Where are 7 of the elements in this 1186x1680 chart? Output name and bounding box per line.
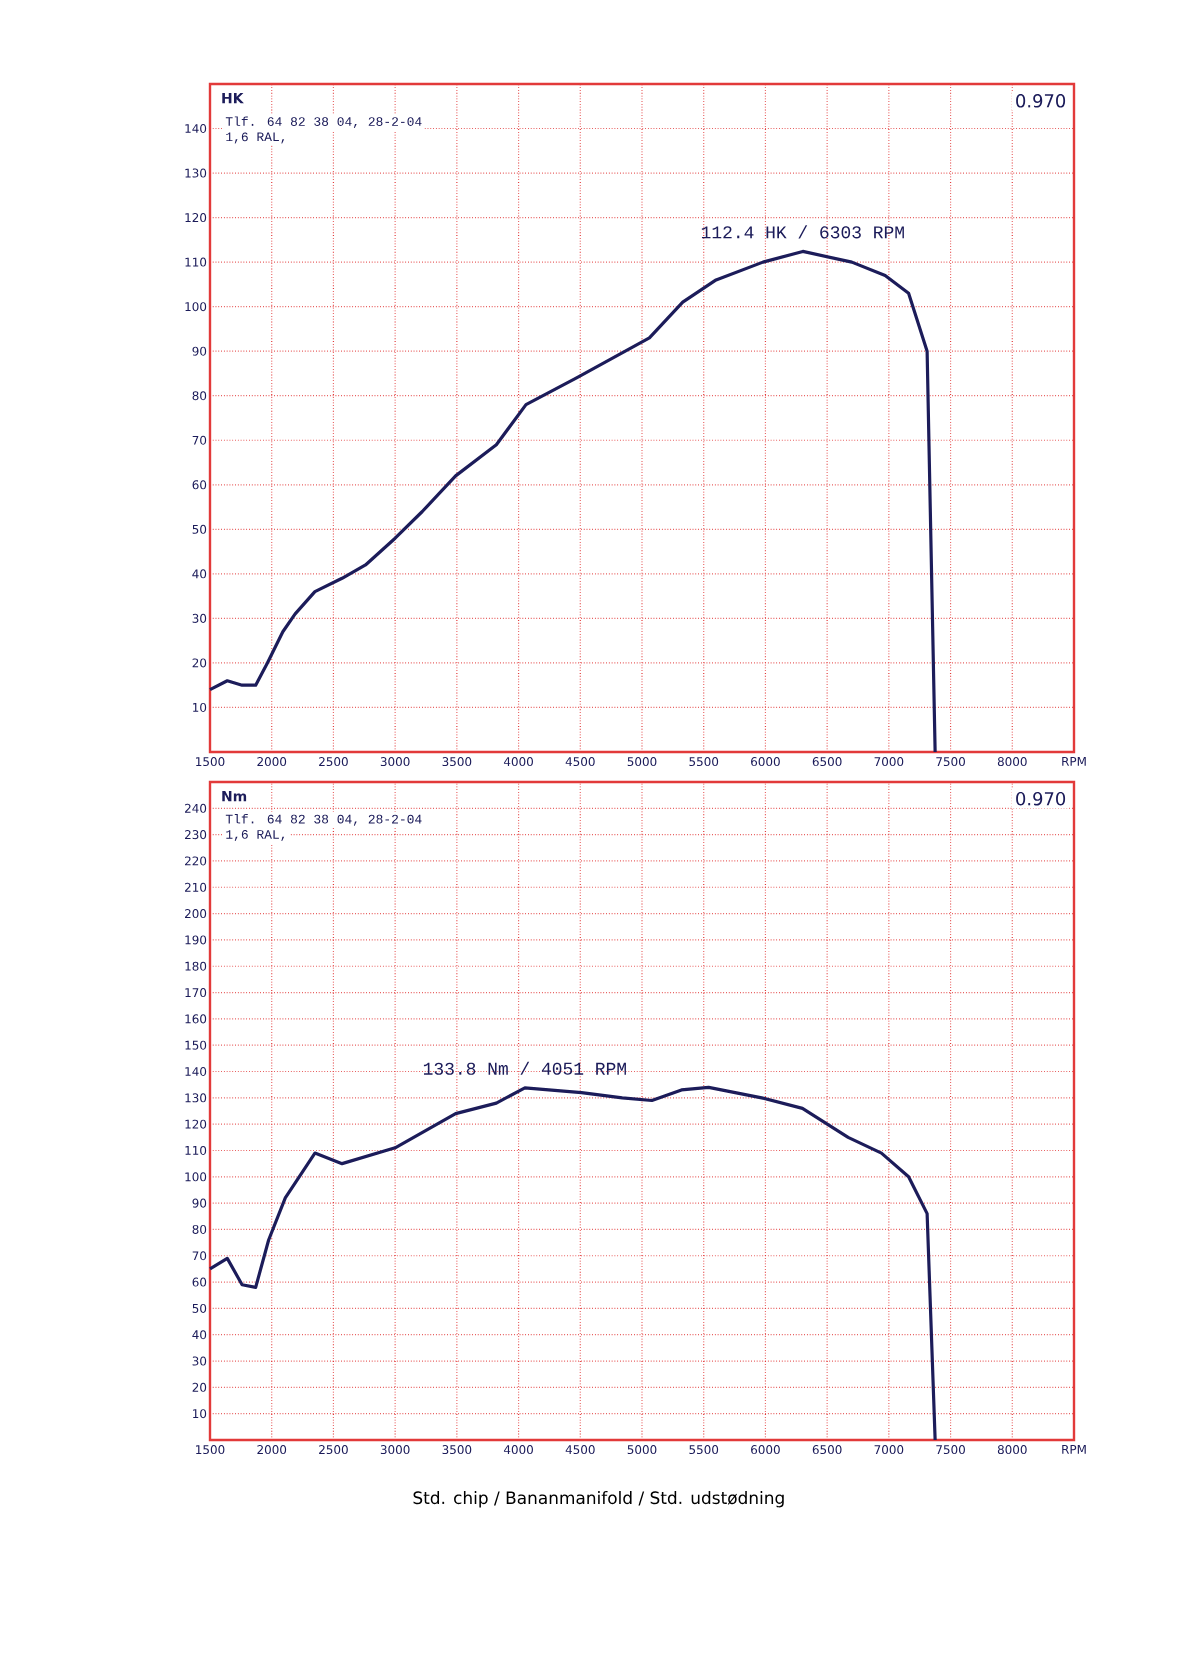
annotation: 0.970	[1016, 791, 1066, 806]
annotation: 0.970	[1016, 94, 1066, 108]
annotation: 112.4 HK / 6303 RPM	[701, 225, 904, 239]
line-series	[208, 249, 937, 754]
text: Std. chip / Bananmanifold / Std. udstødning	[413, 1491, 784, 1508]
line-series	[208, 1085, 937, 1442]
annotation: 133.8 Nm / 4051 RPM	[423, 1061, 626, 1075]
